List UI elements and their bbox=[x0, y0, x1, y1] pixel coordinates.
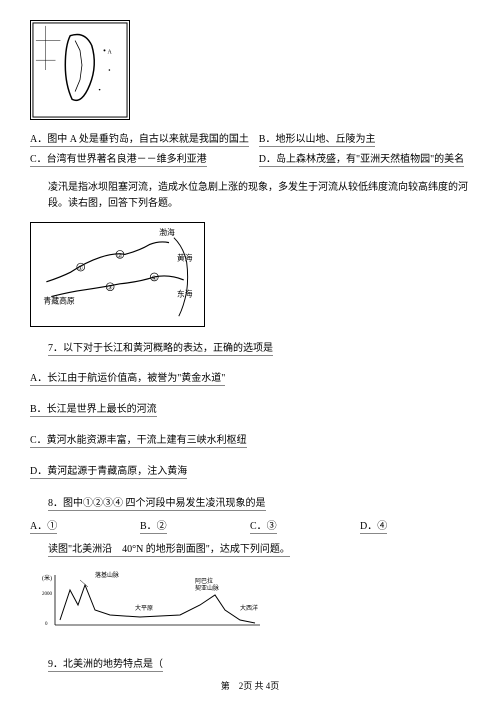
svg-text:①: ① bbox=[78, 265, 83, 272]
svg-text:青藏高原: 青藏高原 bbox=[43, 295, 74, 305]
svg-text:阿巴拉: 阿巴拉 bbox=[195, 577, 213, 585]
svg-text:③: ③ bbox=[107, 285, 112, 292]
svg-text:大西洋: 大西洋 bbox=[240, 604, 258, 612]
svg-text:②: ② bbox=[117, 252, 122, 259]
q7-opt-a: A．长江由于航运价值高，被誉为"黄金水道" bbox=[30, 369, 225, 386]
svg-text:2000: 2000 bbox=[42, 592, 53, 597]
svg-text:落基山脉: 落基山脉 bbox=[95, 571, 119, 579]
q7-opt-b: B．长江是世界上最长的河流 bbox=[30, 400, 157, 417]
svg-text:契亚山脉: 契亚山脉 bbox=[195, 584, 219, 592]
q7-stem: 7．以下对于长江和黄河概略的表达，正确的选项是 bbox=[48, 343, 273, 356]
river-map: 渤海 黄海 东海 青藏高原 ① ② ③ ④ bbox=[30, 222, 205, 327]
svg-text:东海: 东海 bbox=[177, 289, 193, 299]
svg-text:(米): (米) bbox=[42, 574, 52, 582]
profile-intro: 读图"北美洲沿 40°N 的地形剖面图"，达成下列问题。 bbox=[48, 544, 290, 557]
svg-text:渤海: 渤海 bbox=[159, 227, 175, 237]
q8-stem: 8．图中①②③④ 四个河段中易发生凌汛现象的是 bbox=[48, 498, 266, 511]
q6-row2: C．台湾有世界著名良港－－维多利亚港 D．岛上森林茂盛，有"亚洲天然植物园"的美… bbox=[30, 150, 470, 165]
profile-map: (米) 2000 0 落基山脉 大平原 阿巴拉 契亚山脉 大西洋 bbox=[40, 565, 270, 640]
svg-text:大平原: 大平原 bbox=[135, 604, 153, 612]
page-footer: 第 2页 共 4页 bbox=[0, 679, 500, 692]
q8-options: A．① B．② C．③ D．④ bbox=[30, 517, 470, 532]
q7-opt-c: C．黄河水能资源丰富，干流上建有三峡水利枢纽 bbox=[30, 431, 247, 448]
q8-opt-a: A．① bbox=[30, 521, 57, 534]
intro-text: 凌汛是指冰坝阻塞河流，造成水位急剧上涨的现象，多发生于河流从较低纬度流向较高纬度… bbox=[48, 180, 470, 212]
q8-opt-d: D．④ bbox=[360, 521, 387, 534]
q9-stem: 9．北美洲的地势特点是（ bbox=[48, 659, 163, 672]
q6-row1: A．图中 A 处是垂钓岛，自古以来就是我国的国土 B．地形以山地、丘陵为主 bbox=[30, 130, 470, 145]
q8-opt-c: C．③ bbox=[250, 521, 277, 534]
q6-opt-d: D．岛上森林茂盛，有"亚洲天然植物园"的美名 bbox=[259, 154, 464, 167]
svg-text:④: ④ bbox=[151, 275, 156, 282]
taiwan-map: A bbox=[30, 20, 130, 120]
svg-text:黄海: 黄海 bbox=[177, 252, 193, 262]
q8-opt-b: B．② bbox=[140, 521, 167, 534]
q6-opt-c: C．台湾有世界著名良港－－维多利亚港 bbox=[30, 154, 207, 167]
svg-text:A: A bbox=[107, 49, 112, 55]
q6-opt-a: A．图中 A 处是垂钓岛，自古以来就是我国的国土 bbox=[30, 134, 249, 147]
q6-opt-b: B．地形以山地、丘陵为主 bbox=[259, 134, 376, 147]
svg-text:0: 0 bbox=[45, 622, 48, 627]
q7-opt-d: D．黄河起源于青藏高原，注入黄海 bbox=[30, 462, 187, 479]
